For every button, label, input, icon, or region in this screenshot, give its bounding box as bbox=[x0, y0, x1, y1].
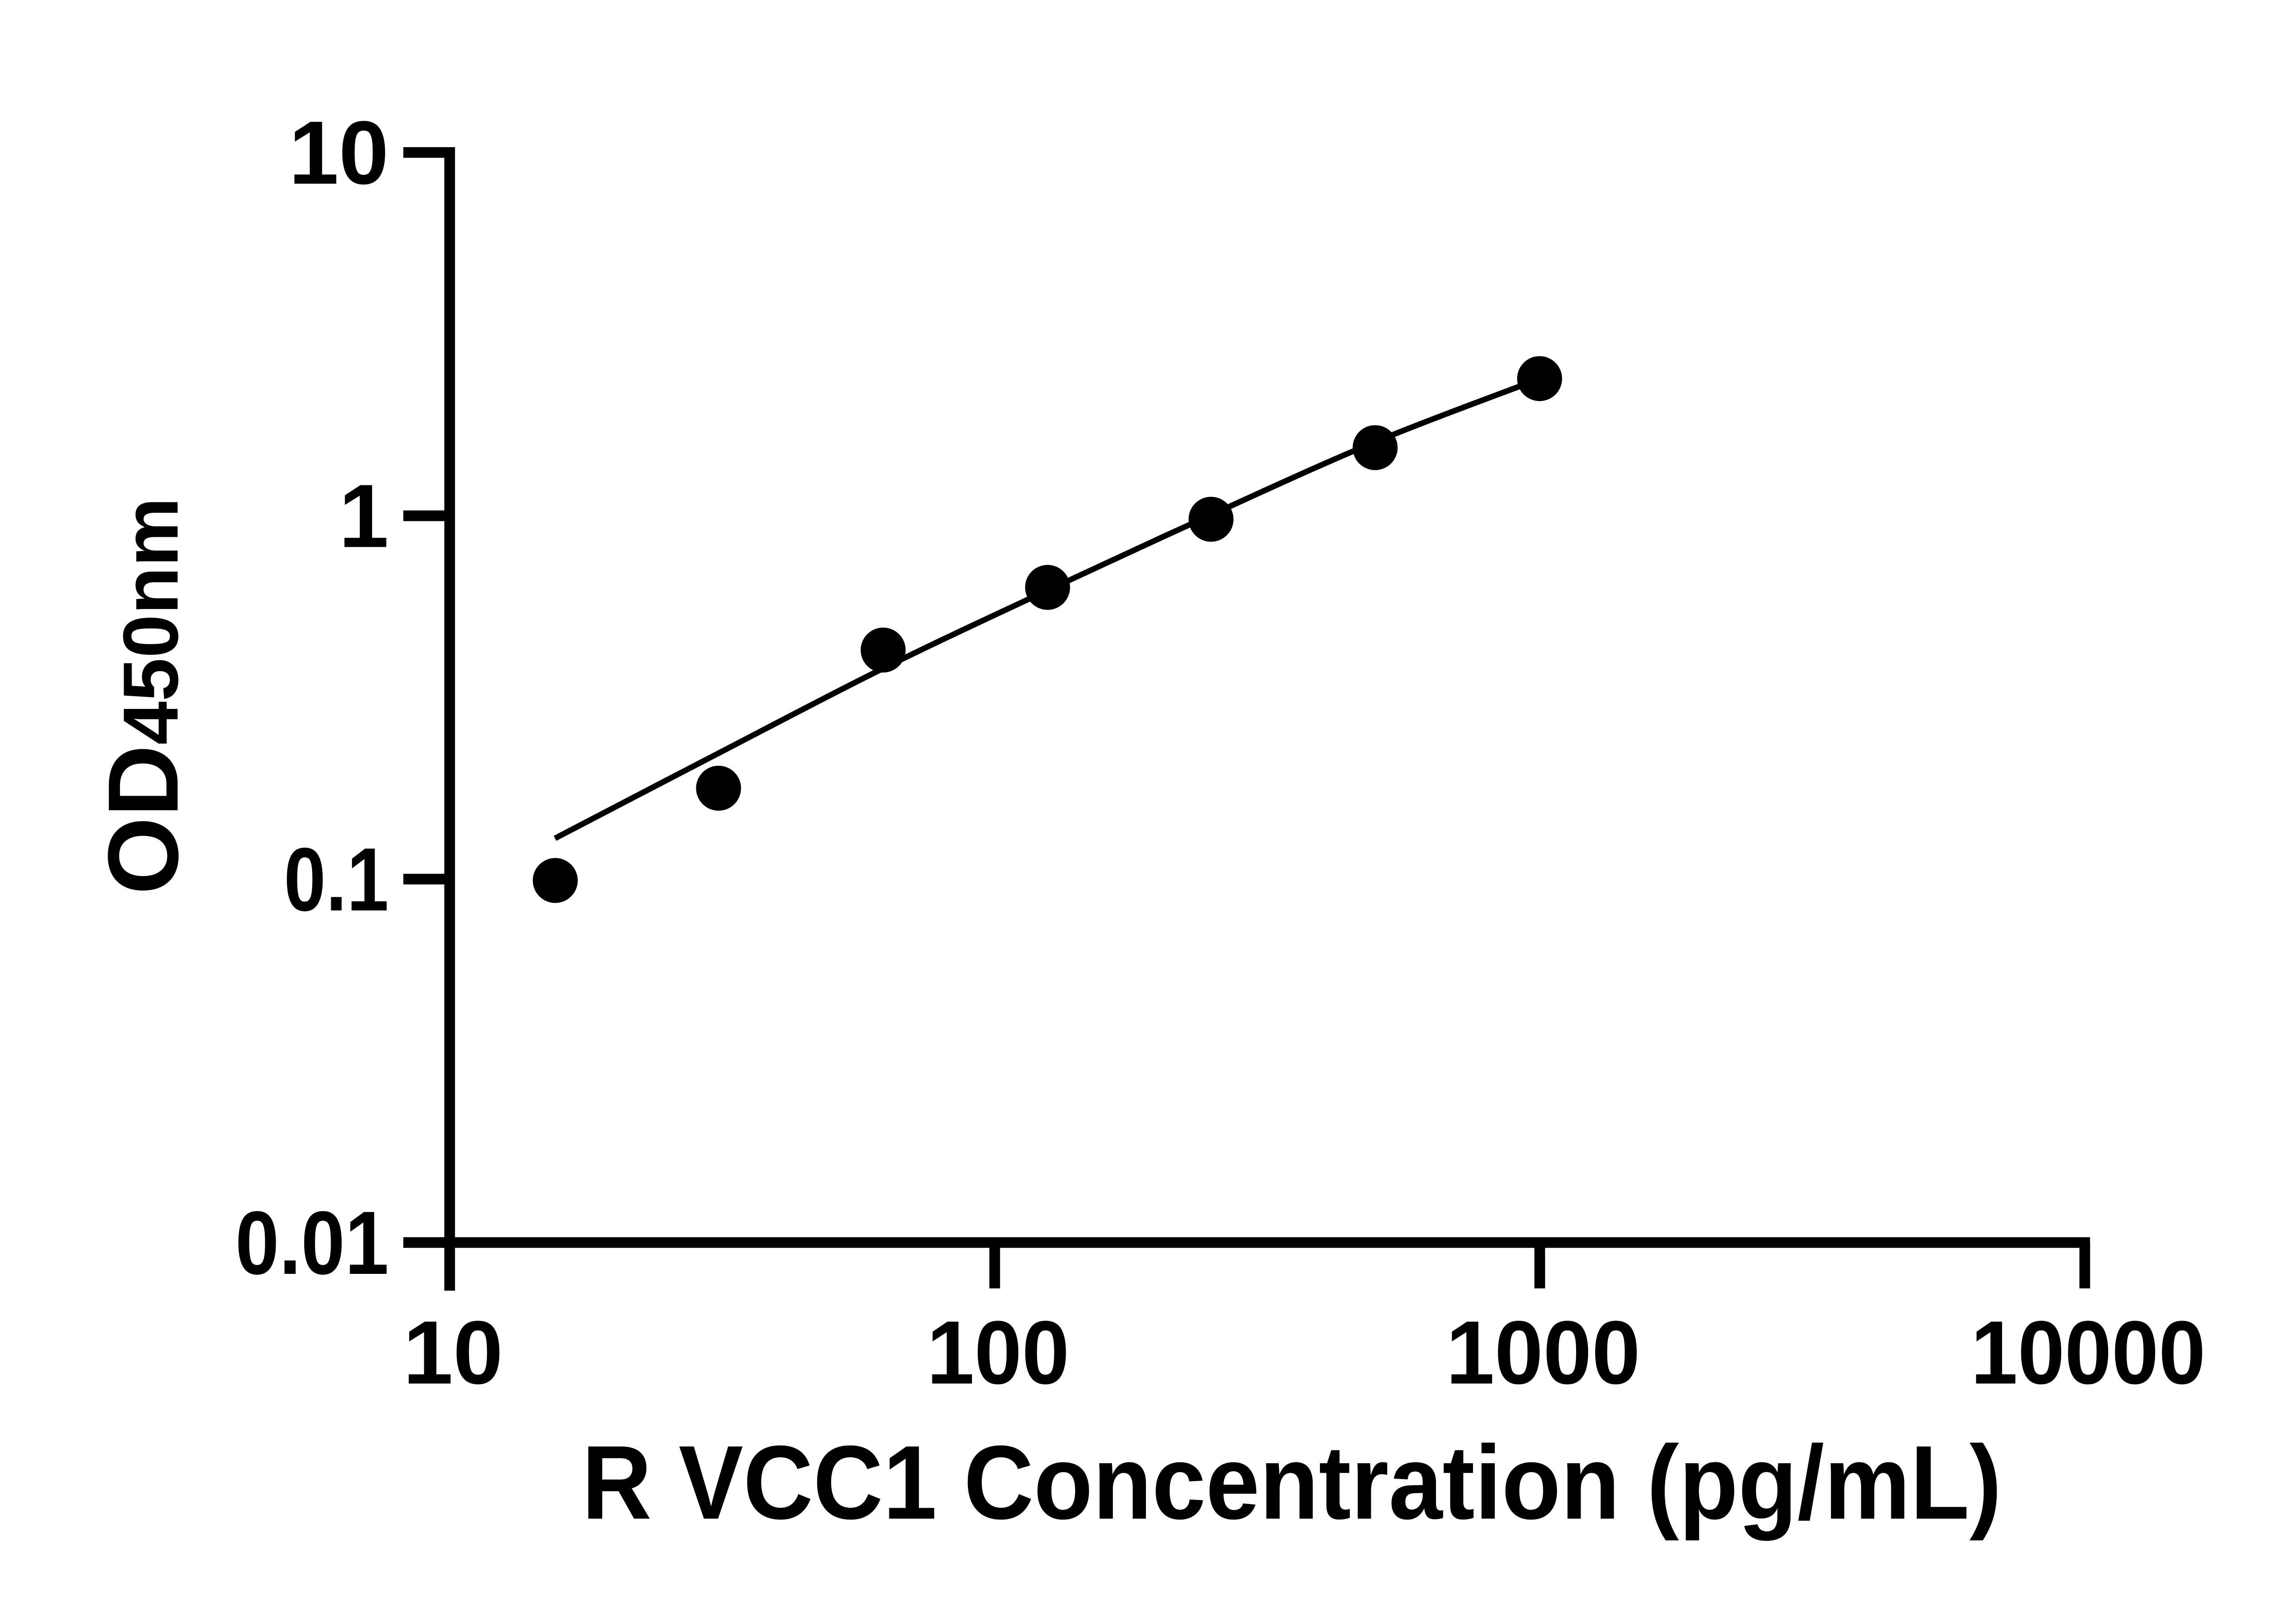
svg-text:1: 1 bbox=[339, 466, 389, 566]
svg-text:100: 100 bbox=[927, 1302, 1070, 1403]
svg-text:0.1: 0.1 bbox=[284, 829, 389, 930]
svg-text:10: 10 bbox=[289, 103, 389, 203]
svg-text:10000: 10000 bbox=[1971, 1302, 2206, 1403]
svg-text:0.01: 0.01 bbox=[235, 1193, 389, 1293]
svg-text:1000: 1000 bbox=[1446, 1302, 1641, 1403]
svg-text:10: 10 bbox=[403, 1302, 503, 1403]
svg-text:R VCC1 Concentration (pg/mL): R VCC1 Concentration (pg/mL) bbox=[582, 1424, 2002, 1541]
